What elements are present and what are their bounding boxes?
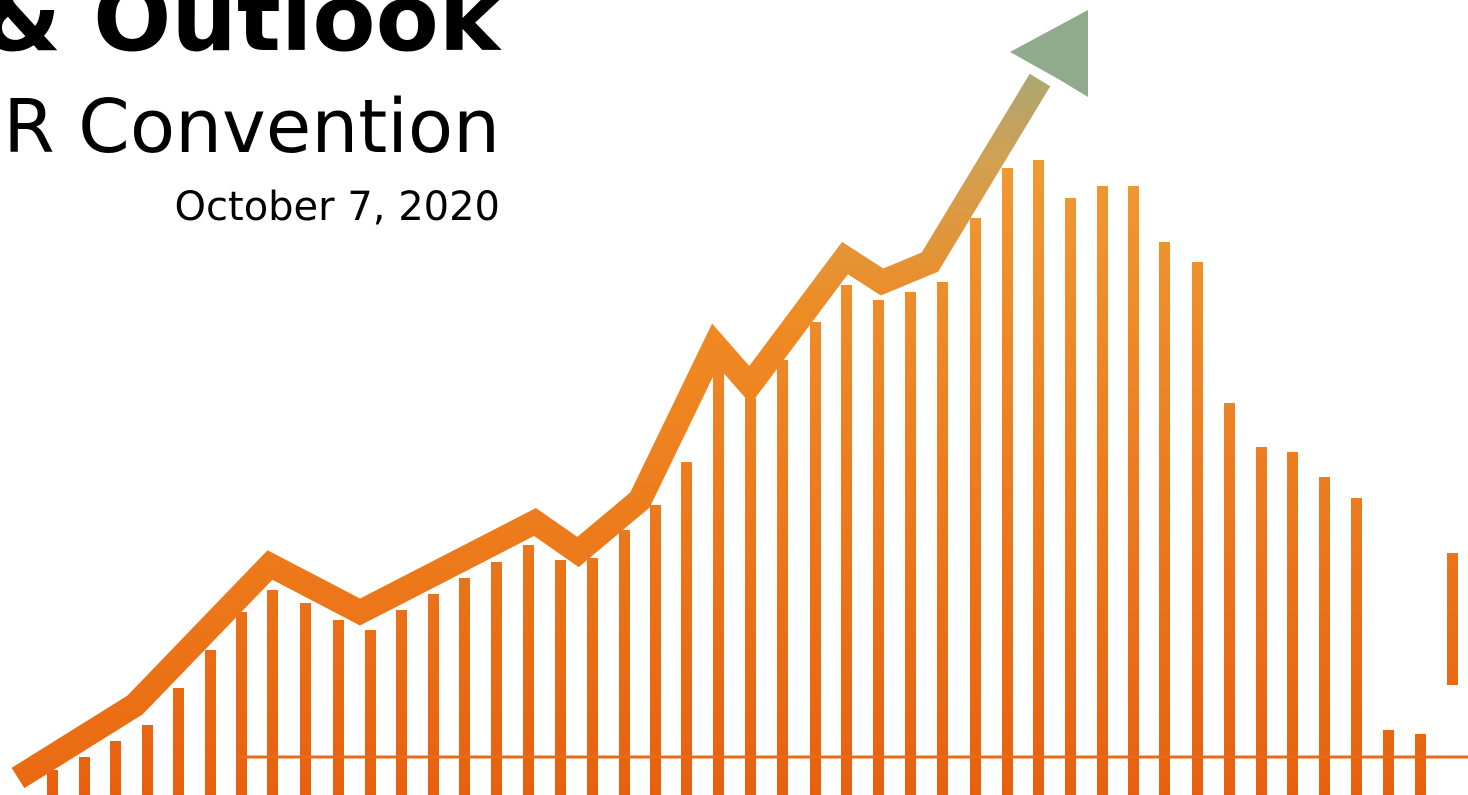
decorative-bar bbox=[459, 578, 470, 795]
decorative-bar bbox=[205, 650, 216, 795]
decorative-bar bbox=[810, 322, 821, 795]
decorative-bar bbox=[1319, 477, 1330, 795]
decorative-bar bbox=[1224, 403, 1235, 795]
decorative-bar bbox=[267, 590, 278, 795]
decorative-bar bbox=[236, 612, 247, 795]
decorative-bar bbox=[365, 630, 376, 795]
decorative-bar bbox=[619, 530, 630, 795]
decorative-bar bbox=[681, 462, 692, 795]
decorative-bar bbox=[1256, 447, 1267, 795]
decorative-bar bbox=[1002, 168, 1013, 795]
decorative-bar bbox=[491, 562, 502, 795]
decorative-bar bbox=[841, 285, 852, 795]
decorative-bar bbox=[1159, 242, 1170, 795]
decorative-bar bbox=[1351, 498, 1362, 795]
decorative-bar bbox=[650, 505, 661, 795]
date: October 7, 2020 bbox=[175, 184, 500, 230]
decorative-bar bbox=[47, 770, 58, 795]
subtitle: R Convention bbox=[3, 84, 500, 170]
decorative-bar bbox=[1097, 186, 1108, 795]
decorative-bar bbox=[1192, 262, 1203, 795]
arrow-head bbox=[1010, 10, 1088, 97]
decorative-bar bbox=[333, 620, 344, 795]
decorative-bar bbox=[173, 688, 184, 795]
decorative-bar bbox=[428, 594, 439, 795]
decorative-bar bbox=[523, 545, 534, 795]
decorative-bar bbox=[745, 398, 756, 795]
decorative-bar bbox=[79, 757, 90, 795]
decorative-bar bbox=[1415, 734, 1426, 795]
decorative-bar bbox=[1287, 452, 1298, 795]
decorative-bar bbox=[142, 725, 153, 795]
decorative-bar bbox=[1065, 198, 1076, 795]
decorative-bar bbox=[713, 345, 724, 795]
trend-arrow bbox=[11, 73, 1051, 789]
decorative-bar bbox=[873, 300, 884, 795]
decorative-bar bbox=[555, 560, 566, 795]
decorative-bar bbox=[300, 603, 311, 795]
decorative-bar bbox=[1447, 553, 1458, 685]
decorative-bar bbox=[1383, 730, 1394, 795]
decorative-bar bbox=[110, 741, 121, 795]
decorative-bar bbox=[937, 282, 948, 795]
decorative-bar bbox=[1033, 160, 1044, 795]
decorative-bar bbox=[587, 558, 598, 795]
title: & Outlook bbox=[0, 0, 502, 72]
decorative-bar bbox=[970, 218, 981, 795]
decorative-bar bbox=[905, 292, 916, 795]
decorative-bar bbox=[777, 360, 788, 795]
decorative-bars bbox=[47, 160, 1458, 795]
decorative-bar bbox=[396, 610, 407, 795]
decorative-bar bbox=[1128, 186, 1139, 795]
